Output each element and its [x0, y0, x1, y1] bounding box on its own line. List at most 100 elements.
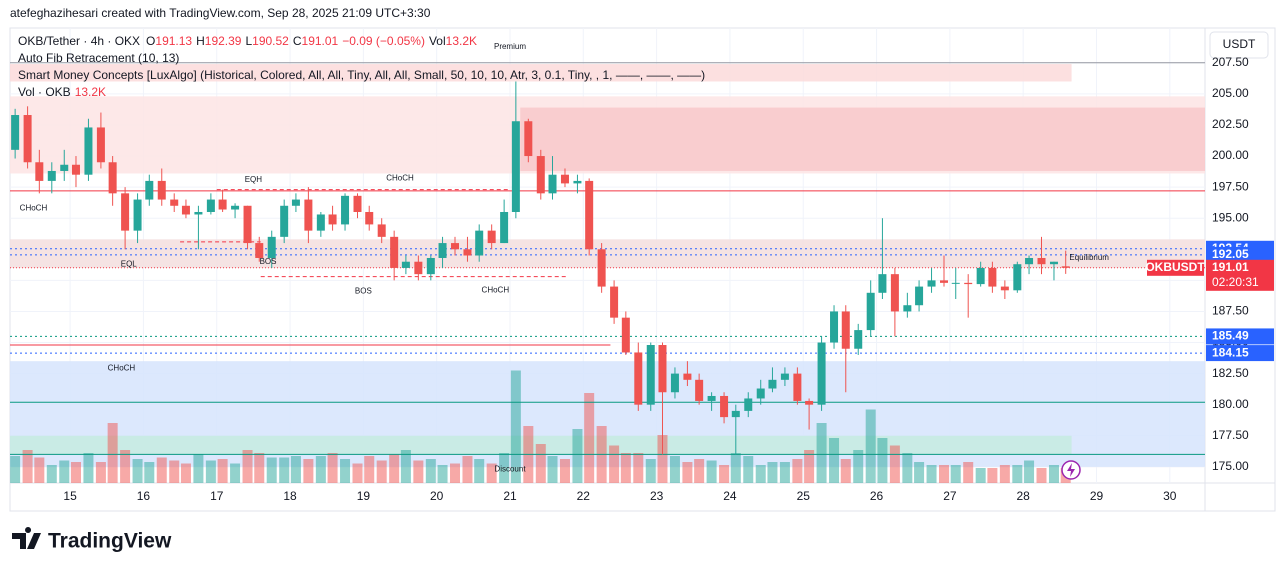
legend-main: OKB/Tether · 4h · OKX O191.13 H192.39 L190.… — [18, 34, 477, 48]
candle-body — [768, 379, 777, 389]
volume-bar — [254, 453, 265, 483]
annotation: CHoCH — [386, 174, 414, 183]
ohlc-value: 191.01 — [302, 34, 339, 48]
candle-body — [707, 395, 716, 401]
candle-body — [145, 180, 154, 200]
change: −0.09 (−0.05%) — [342, 34, 425, 48]
candle-body — [780, 373, 789, 380]
volume-bar — [34, 457, 45, 483]
price-tag — [1206, 328, 1274, 345]
vol-value: 13.2K — [75, 85, 106, 99]
currency[interactable]: USDT — [1223, 37, 1256, 51]
candle-body — [96, 127, 105, 163]
candle-body — [390, 236, 399, 268]
last-price-label: 191.01 — [1212, 260, 1249, 274]
candle-body — [988, 267, 997, 287]
volume-bar — [450, 463, 461, 483]
candle-body — [35, 162, 44, 181]
candle-body — [866, 292, 875, 331]
candle-body — [548, 174, 557, 194]
annotation: EQH — [245, 175, 263, 184]
volume-bar — [657, 435, 668, 483]
candle-body — [621, 317, 630, 353]
volume-bar — [59, 460, 70, 483]
candle-body — [524, 121, 533, 157]
x-tick-label: 17 — [210, 489, 224, 503]
annotation: BOS — [260, 257, 277, 266]
y-tick-label: 195.00 — [1212, 210, 1249, 224]
volume-bar — [120, 450, 131, 483]
x-tick-label: 28 — [1017, 489, 1031, 503]
candle-body — [511, 121, 520, 212]
volume-bar — [535, 444, 546, 483]
volume-bar — [743, 456, 754, 483]
volume-bar — [425, 459, 436, 483]
candle-body — [451, 243, 460, 250]
ohlc-value: 191.13 — [155, 34, 192, 48]
y-tick-label: 202.50 — [1212, 117, 1249, 131]
candle-body — [487, 230, 496, 244]
candle-body — [1037, 257, 1046, 265]
candle-body — [108, 162, 117, 194]
volume-bar — [669, 456, 680, 483]
ohlc-key: C — [293, 34, 302, 48]
candle-body — [817, 342, 826, 405]
candle-body — [157, 180, 166, 200]
volume-bar — [779, 462, 790, 483]
zone — [520, 107, 1205, 171]
volume-bar — [840, 459, 851, 483]
volume-bar — [926, 465, 937, 483]
candle-body — [536, 156, 545, 194]
candle-body — [47, 170, 56, 181]
candle-body — [1025, 257, 1034, 265]
volume-bar — [437, 465, 448, 483]
candle-body — [11, 115, 20, 150]
price-tag-label: 184.15 — [1212, 345, 1249, 359]
candle-body — [683, 373, 692, 380]
candle-body — [304, 199, 313, 231]
candle-body — [121, 193, 130, 231]
volume-bar — [804, 450, 815, 483]
volume-bar — [132, 459, 143, 483]
annotation: Discount — [494, 464, 526, 473]
candle-body — [377, 224, 386, 237]
candle-body — [170, 199, 179, 206]
ohlc-key: O — [146, 34, 155, 48]
ohlc-value: 190.52 — [252, 34, 289, 48]
annotation: BOS — [355, 287, 372, 296]
volume-bar — [266, 457, 277, 483]
volume-bar — [352, 463, 363, 483]
volume-bar — [70, 462, 81, 483]
candle-body — [903, 305, 912, 312]
candle-body — [646, 345, 655, 405]
volume-bar — [730, 453, 741, 483]
plot: Premium Discount Equilibrium CHoCH EQH CHoCH E… — [10, 28, 1205, 483]
vol-value: 13.2K — [446, 34, 477, 48]
candle-body — [744, 398, 753, 411]
volume-bar — [205, 460, 216, 483]
volume-bar — [230, 463, 241, 483]
y-tick-label: 197.50 — [1212, 179, 1249, 193]
volume-bar — [10, 456, 21, 483]
currency-button[interactable] — [1209, 31, 1269, 59]
annotation: CHoCH — [108, 364, 136, 373]
volume-bar — [400, 450, 411, 483]
candle-body — [573, 180, 582, 184]
candle-body — [267, 236, 276, 258]
candle-body — [634, 352, 643, 405]
annotation: CHoCH — [20, 203, 48, 212]
candle-body — [280, 205, 289, 237]
y-tick-label: 180.00 — [1212, 397, 1249, 411]
last-price-box — [1206, 259, 1274, 291]
annotation: Premium — [494, 42, 526, 51]
volume-bar — [156, 457, 167, 483]
volume-bar — [987, 468, 998, 483]
annotation: CHoCH — [482, 285, 510, 294]
price-tag-label: 185.49 — [1212, 329, 1249, 343]
volume-bar — [22, 450, 33, 483]
candle-body — [841, 311, 850, 349]
candle-body — [1000, 286, 1009, 291]
volume-bar — [303, 459, 314, 483]
volume-bar — [499, 453, 510, 483]
price-tag — [1206, 345, 1274, 362]
